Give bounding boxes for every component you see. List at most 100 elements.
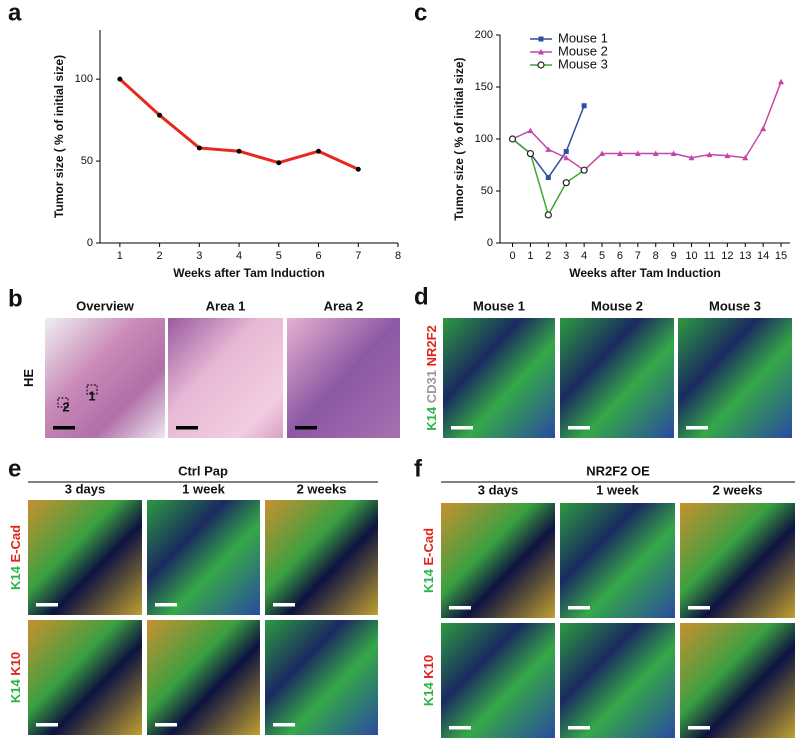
micrograph (560, 503, 675, 618)
marker (276, 160, 282, 166)
y-tick-label: 100 (75, 73, 93, 85)
marker (562, 179, 570, 187)
stain-label: K14 E-Cad (8, 525, 23, 590)
marker (544, 211, 552, 219)
legend-label: Mouse 2 (558, 43, 608, 58)
x-tick-label: 2 (545, 250, 551, 262)
x-axis-label: Weeks after Tam Induction (173, 266, 325, 280)
scale-bar (36, 723, 58, 727)
x-tick-label: 0 (509, 250, 515, 262)
x-tick-label: 4 (236, 250, 242, 262)
marker (778, 78, 785, 85)
column-header: Mouse 3 (709, 298, 761, 313)
column-header: Area 1 (206, 298, 246, 313)
marker (236, 148, 242, 154)
x-tick-label: 14 (757, 250, 769, 262)
marker (355, 166, 361, 172)
marker (117, 76, 123, 82)
marker (760, 125, 767, 132)
group-label: NR2F2 OE (586, 463, 650, 478)
x-tick-label: 5 (599, 250, 605, 262)
scale-bar (155, 723, 177, 727)
scale-bar (449, 726, 471, 730)
legend-marker (538, 36, 544, 42)
x-tick-label: 10 (685, 250, 697, 262)
marker (563, 148, 569, 154)
scale-bar (53, 426, 75, 430)
panel-letter: d (414, 283, 429, 310)
column-header: Mouse 2 (591, 298, 643, 313)
x-tick-label: 6 (315, 250, 321, 262)
legend-label: Mouse 1 (558, 30, 608, 45)
micrograph (45, 318, 165, 438)
micrograph (441, 623, 555, 738)
scale-bar (295, 426, 317, 430)
legend-marker (537, 61, 545, 69)
micrograph (265, 500, 378, 615)
x-tick-label: 8 (653, 250, 659, 262)
y-tick-label: 0 (487, 237, 493, 249)
marker (706, 151, 713, 158)
marker (670, 150, 677, 157)
marker (688, 154, 695, 161)
marker (616, 150, 623, 157)
x-tick-label: 9 (671, 250, 677, 262)
scale-bar (568, 426, 590, 430)
stain-part: K10 (421, 655, 436, 679)
group-label: Ctrl Pap (178, 463, 228, 478)
micrograph (680, 623, 795, 738)
data-line (512, 105, 585, 179)
marker (545, 174, 551, 180)
column-header: Mouse 1 (473, 298, 525, 313)
stain-label: K14 E-Cad (421, 528, 436, 593)
micrograph (28, 620, 142, 735)
micrograph (680, 503, 795, 618)
scale-bar (273, 603, 295, 607)
y-tick-label: 150 (475, 81, 493, 93)
column-header: Overview (76, 298, 135, 313)
x-tick-label: 1 (527, 250, 533, 262)
data-line (118, 78, 359, 171)
marker (508, 135, 517, 143)
micrograph (168, 318, 283, 438)
micrograph (441, 503, 555, 618)
marker (196, 145, 202, 151)
x-tick-label: 5 (276, 250, 282, 262)
y-axis-label: Tumor size ( % of initial size) (452, 57, 466, 220)
x-tick-label: 2 (157, 250, 163, 262)
micrograph (28, 500, 142, 615)
marker (634, 150, 641, 157)
marker (527, 127, 534, 134)
region-box (57, 397, 69, 408)
marker (581, 103, 587, 109)
y-tick-label: 200 (475, 29, 493, 41)
stain-part: K14 (421, 682, 436, 707)
x-tick-label: 7 (355, 250, 361, 262)
column-header: 1 week (596, 482, 639, 497)
y-axis-label: Tumor size ( % of initial size) (52, 55, 66, 218)
legend-marker (538, 49, 544, 55)
scale-bar (451, 426, 473, 430)
panel-letter: b (8, 285, 23, 312)
panel-letter: a (8, 0, 22, 26)
x-tick-label: 4 (581, 250, 587, 262)
column-header: 2 weeks (297, 481, 347, 496)
column-header: 2 weeks (713, 482, 763, 497)
stain-part: HE (21, 369, 36, 387)
stain-part: NR2F2 (424, 325, 439, 366)
scale-bar (568, 726, 590, 730)
scale-bar (686, 426, 708, 430)
marker (652, 150, 659, 157)
marker (742, 154, 749, 161)
stain-label: K14 K10 (421, 655, 436, 706)
stain-part: K14 (8, 565, 23, 590)
x-axis-label: Weeks after Tam Induction (569, 266, 721, 280)
y-tick-label: 50 (481, 185, 493, 197)
x-tick-label: 11 (704, 250, 715, 262)
y-tick-label: 50 (81, 155, 93, 167)
marker (724, 152, 731, 159)
panel-letter: f (414, 455, 423, 482)
micrograph (265, 620, 378, 735)
panel-letter: e (8, 455, 21, 482)
